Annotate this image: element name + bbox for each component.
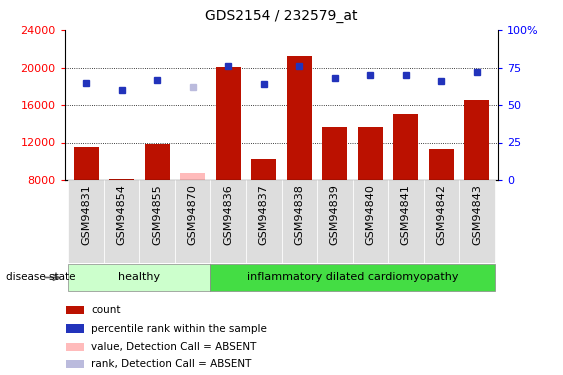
Text: percentile rank within the sample: percentile rank within the sample bbox=[91, 324, 267, 333]
Text: GSM94836: GSM94836 bbox=[223, 184, 233, 245]
Bar bbox=[317, 180, 352, 262]
Bar bbox=[211, 264, 495, 291]
Bar bbox=[66, 360, 83, 368]
Bar bbox=[175, 180, 211, 262]
Text: GSM94842: GSM94842 bbox=[436, 184, 446, 245]
Text: healthy: healthy bbox=[118, 273, 160, 282]
Bar bbox=[66, 343, 83, 351]
Bar bbox=[211, 180, 246, 262]
Bar bbox=[394, 114, 418, 180]
Text: inflammatory dilated cardiomyopathy: inflammatory dilated cardiomyopathy bbox=[247, 273, 458, 282]
Bar bbox=[109, 179, 134, 180]
Text: GSM94831: GSM94831 bbox=[81, 184, 91, 245]
Bar bbox=[180, 173, 205, 180]
Bar bbox=[246, 180, 282, 262]
Bar bbox=[66, 306, 83, 314]
Text: GSM94837: GSM94837 bbox=[259, 184, 269, 245]
Bar bbox=[464, 100, 489, 180]
Bar bbox=[74, 147, 99, 180]
Bar bbox=[429, 149, 454, 180]
Bar bbox=[388, 180, 423, 262]
Text: GSM94854: GSM94854 bbox=[117, 184, 127, 245]
Bar bbox=[145, 144, 169, 180]
Bar bbox=[287, 56, 312, 180]
Text: GSM94841: GSM94841 bbox=[401, 184, 411, 245]
Bar bbox=[68, 180, 104, 262]
Text: count: count bbox=[91, 305, 120, 315]
Bar bbox=[104, 180, 140, 262]
Bar bbox=[282, 180, 317, 262]
Bar bbox=[216, 67, 240, 180]
Bar bbox=[423, 180, 459, 262]
Text: GSM94855: GSM94855 bbox=[152, 184, 162, 245]
Text: rank, Detection Call = ABSENT: rank, Detection Call = ABSENT bbox=[91, 359, 251, 369]
Text: GDS2154 / 232579_at: GDS2154 / 232579_at bbox=[205, 9, 358, 23]
Bar bbox=[459, 180, 495, 262]
Bar bbox=[66, 324, 83, 333]
Bar bbox=[352, 180, 388, 262]
Text: GSM94840: GSM94840 bbox=[365, 184, 376, 245]
Bar bbox=[251, 159, 276, 180]
Text: GSM94839: GSM94839 bbox=[330, 184, 340, 245]
Text: disease state: disease state bbox=[6, 273, 75, 282]
Text: GSM94838: GSM94838 bbox=[294, 184, 304, 245]
Bar bbox=[140, 180, 175, 262]
Text: GSM94843: GSM94843 bbox=[472, 184, 482, 245]
Text: value, Detection Call = ABSENT: value, Detection Call = ABSENT bbox=[91, 342, 256, 352]
Text: GSM94870: GSM94870 bbox=[187, 184, 198, 245]
Bar bbox=[68, 264, 211, 291]
Bar bbox=[323, 127, 347, 180]
Bar bbox=[358, 127, 383, 180]
